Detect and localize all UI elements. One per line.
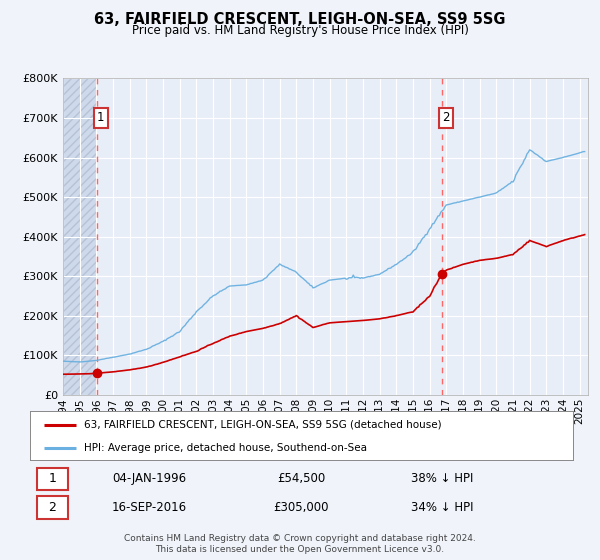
Text: 2: 2	[442, 111, 449, 124]
Text: 1: 1	[97, 111, 104, 124]
Text: Price paid vs. HM Land Registry's House Price Index (HPI): Price paid vs. HM Land Registry's House …	[131, 24, 469, 37]
Text: HPI: Average price, detached house, Southend-on-Sea: HPI: Average price, detached house, Sout…	[85, 443, 367, 453]
Text: 63, FAIRFIELD CRESCENT, LEIGH-ON-SEA, SS9 5SG (detached house): 63, FAIRFIELD CRESCENT, LEIGH-ON-SEA, SS…	[85, 420, 442, 430]
Text: £305,000: £305,000	[274, 501, 329, 514]
Text: 63, FAIRFIELD CRESCENT, LEIGH-ON-SEA, SS9 5SG: 63, FAIRFIELD CRESCENT, LEIGH-ON-SEA, SS…	[94, 12, 506, 27]
Text: This data is licensed under the Open Government Licence v3.0.: This data is licensed under the Open Gov…	[155, 545, 445, 554]
Text: 16-SEP-2016: 16-SEP-2016	[112, 501, 187, 514]
Text: 34% ↓ HPI: 34% ↓ HPI	[412, 501, 474, 514]
Text: 04-JAN-1996: 04-JAN-1996	[112, 472, 187, 486]
Text: 1: 1	[49, 472, 56, 486]
Text: £54,500: £54,500	[277, 472, 326, 486]
Text: Contains HM Land Registry data © Crown copyright and database right 2024.: Contains HM Land Registry data © Crown c…	[124, 534, 476, 543]
FancyBboxPatch shape	[37, 468, 68, 490]
Text: 2: 2	[49, 501, 56, 514]
Text: 38% ↓ HPI: 38% ↓ HPI	[412, 472, 474, 486]
FancyBboxPatch shape	[37, 496, 68, 519]
